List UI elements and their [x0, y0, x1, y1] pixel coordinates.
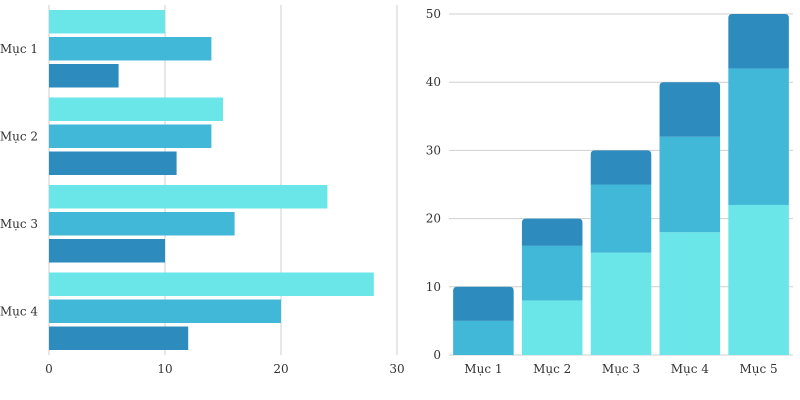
category-label: Mục 4 — [0, 304, 38, 318]
stacked-segment — [453, 286, 514, 321]
bar-segment — [49, 185, 328, 209]
stacked-segment — [521, 245, 583, 301]
stacked-column-chart: 0 10 20 30 40 50 Mục 1 Mục 2 Mục 3 Mục 4 Mục 5 — [426, 7, 793, 376]
y-tick-label: 20 — [426, 212, 441, 226]
category-label: Mục 1 — [464, 362, 502, 376]
stacked-segment — [521, 300, 583, 355]
y-tick-label: 50 — [426, 7, 441, 21]
bar-segment — [49, 151, 177, 175]
stacked-segment — [728, 14, 789, 69]
bar-segment — [49, 326, 189, 350]
category-label: Mục 2 — [0, 129, 38, 143]
bar-segment — [49, 299, 281, 323]
y-tick-label: 10 — [426, 280, 441, 294]
x-tick-label: 10 — [157, 362, 172, 376]
category-label: Mục 3 — [602, 362, 640, 376]
bar-segment — [49, 239, 165, 263]
stacked-segment — [659, 82, 721, 137]
stacked-segment — [453, 320, 514, 355]
y-tick-label: 30 — [426, 143, 441, 157]
bar-segment — [49, 212, 235, 236]
y-tick-label: 0 — [433, 348, 441, 362]
category-label: Mục 2 — [533, 362, 571, 376]
bar-segment — [49, 97, 223, 121]
category-label: Mục 3 — [0, 217, 38, 231]
stacked-segment — [728, 68, 789, 205]
stacked-segment — [521, 218, 583, 246]
stacked-segment — [728, 204, 789, 355]
stacked-segment — [659, 232, 721, 355]
x-tick-label: 20 — [273, 362, 288, 376]
category-label: Mục 5 — [740, 362, 778, 376]
stacked-segment — [659, 136, 721, 233]
y-tick-label: 40 — [426, 75, 441, 89]
x-tick-label: 30 — [389, 362, 404, 376]
bar-segment — [49, 37, 212, 61]
stacked-segment — [590, 150, 652, 185]
horizontal-bar-chart: 0 10 20 30 Mục 1 Mục 2 Mục 3 Mục 4 — [0, 5, 405, 376]
bar-segment — [49, 272, 374, 296]
stacked-segment — [590, 184, 652, 253]
bar-segment — [49, 64, 119, 88]
category-label: Mục 1 — [0, 42, 38, 56]
stacked-segment — [590, 252, 652, 355]
category-label: Mục 4 — [671, 362, 710, 376]
bar-segment — [49, 124, 212, 148]
bar-segment — [49, 10, 165, 34]
x-tick-label: 0 — [45, 362, 53, 376]
